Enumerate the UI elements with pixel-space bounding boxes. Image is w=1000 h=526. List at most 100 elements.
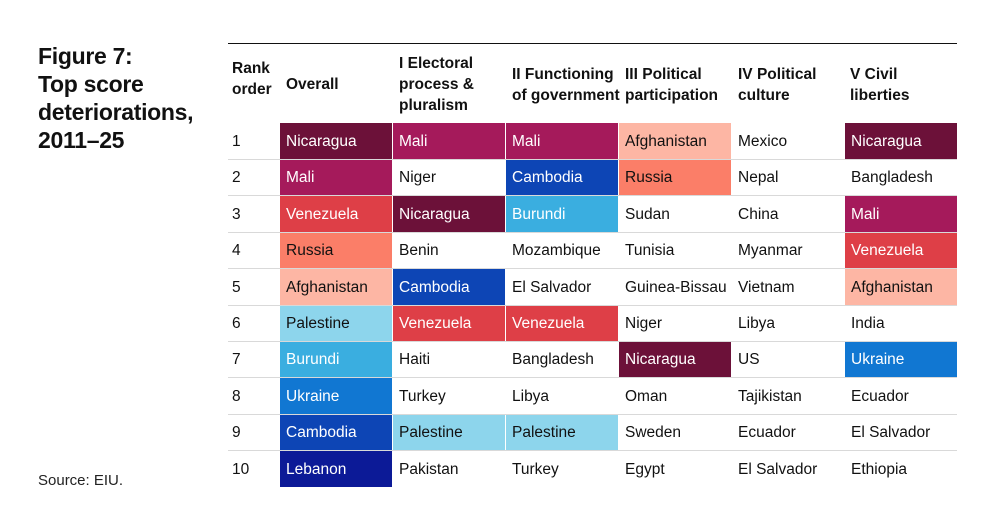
table-cell-liberties: Bangladesh <box>851 169 933 187</box>
row-divider <box>228 340 957 342</box>
table-cell-liberties: Ukraine <box>845 341 957 378</box>
row-divider <box>228 231 957 233</box>
table-cell-government: Cambodia <box>506 159 618 196</box>
table-cell-government: Mali <box>506 123 618 159</box>
table-cell-participation: Tunisia <box>625 242 675 260</box>
header-culture-line: IV Political <box>738 66 817 83</box>
table-cell-culture: Myanmar <box>738 242 803 260</box>
header-participation-line: participation <box>625 87 719 104</box>
table-cell-overall: Venezuela <box>280 195 392 232</box>
rank-cell: 7 <box>232 351 241 369</box>
figure-title-line-1: Top score <box>38 71 144 97</box>
table-cell-liberties: India <box>851 315 885 332</box>
table-cell-overall: Nicaragua <box>280 123 392 159</box>
table-cell-participation: Guinea-Bissau <box>625 278 727 296</box>
rank-cell: 4 <box>232 242 241 260</box>
table-cell-government: El Salvador <box>512 278 592 296</box>
header-government-line: II Functioning <box>512 66 614 83</box>
table-cell-culture: Nepal <box>738 169 779 187</box>
table-cell-government: Libya <box>512 387 550 405</box>
table-cell-electoral: Pakistan <box>399 460 459 478</box>
header-government-line: of government <box>512 87 620 104</box>
table-cell-government: Venezuela <box>506 305 618 341</box>
table-cell-overall: Palestine <box>280 305 392 341</box>
rank-cell: 8 <box>232 387 241 405</box>
row-divider <box>228 195 957 197</box>
header-government: II Functioning of government <box>512 64 620 106</box>
table-cell-liberties: Ecuador <box>851 387 909 405</box>
table-cell-government: Burundi <box>506 195 618 232</box>
table-cell-culture: Tajikistan <box>738 387 802 405</box>
table-cell-overall: Cambodia <box>280 414 392 451</box>
table-cell-electoral: Palestine <box>393 414 505 451</box>
table-cell-overall: Lebanon <box>280 450 392 487</box>
table-cell-overall: Ukraine <box>280 377 392 414</box>
table-cell-participation: Egypt <box>625 460 665 478</box>
header-rank: Rank order <box>232 58 272 100</box>
table-cell-culture: Ecuador <box>738 424 796 442</box>
rank-cell: 9 <box>232 424 241 442</box>
header-rank-line: Rank <box>232 60 270 77</box>
table-cell-electoral: Mali <box>393 123 505 159</box>
table-cell-overall: Russia <box>280 232 392 269</box>
table-cell-culture: Mexico <box>738 133 788 150</box>
header-culture-line: culture <box>738 87 790 104</box>
table-cell-overall: Afghanistan <box>280 268 392 305</box>
table-cell-overall: Mali <box>280 159 392 196</box>
header-participation: III Political participation <box>625 64 718 106</box>
table-cell-electoral: Niger <box>399 169 437 187</box>
row-divider <box>228 304 957 306</box>
table-cell-electoral: Nicaragua <box>393 195 505 232</box>
table-cell-liberties: El Salvador <box>851 424 931 442</box>
table-cell-liberties: Nicaragua <box>845 123 957 159</box>
row-divider <box>228 413 957 415</box>
header-participation-line: III Political <box>625 66 702 83</box>
table-cell-overall: Burundi <box>280 341 392 378</box>
table-cell-electoral: Benin <box>399 242 439 260</box>
table-cell-culture: El Salvador <box>738 460 818 478</box>
table-cell-liberties: Ethiopia <box>851 460 908 478</box>
header-rank-line: order <box>232 81 272 98</box>
table-cell-government: Mozambique <box>512 242 601 260</box>
header-overall: Overall <box>286 74 339 95</box>
table-cell-government: Turkey <box>512 460 559 478</box>
row-divider <box>228 377 957 379</box>
header-overall-line: Overall <box>286 76 339 93</box>
table-cell-liberties: Venezuela <box>845 232 957 269</box>
rank-cell: 10 <box>232 460 250 478</box>
table-cell-electoral: Cambodia <box>393 268 505 305</box>
row-divider <box>228 158 957 160</box>
table-cell-participation: Niger <box>625 315 663 332</box>
figure-title-line-2: deteriorations, <box>38 99 194 125</box>
header-culture: IV Political culture <box>738 64 816 106</box>
rank-cell: 6 <box>232 315 241 332</box>
row-divider <box>228 268 957 270</box>
table-top-rule <box>228 43 957 44</box>
table-cell-electoral: Haiti <box>399 351 431 369</box>
header-liberties-line: V Civil <box>850 66 898 83</box>
table-cell-participation: Sudan <box>625 205 670 223</box>
row-divider <box>228 450 957 452</box>
source-note: Source: EIU. <box>38 472 124 489</box>
figure-title: Figure 7: Top score deteriorations, 2011… <box>38 42 228 154</box>
figure-label: Figure 7: <box>38 43 133 69</box>
table-cell-participation: Russia <box>619 159 731 196</box>
table-cell-liberties: Mali <box>845 195 957 232</box>
table-cell-liberties: Afghanistan <box>845 268 957 305</box>
table-cell-participation: Afghanistan <box>619 123 731 159</box>
table-cell-culture: Libya <box>738 315 776 332</box>
table-cell-government: Palestine <box>506 414 618 451</box>
table-cell-participation: Nicaragua <box>619 341 731 378</box>
rank-cell: 5 <box>232 278 241 296</box>
header-electoral-line: pluralism <box>399 97 468 114</box>
rank-cell: 2 <box>232 169 241 187</box>
table-cell-participation: Sweden <box>625 424 682 442</box>
table-cell-culture: US <box>738 351 760 369</box>
header-electoral: I Electoral process & pluralism <box>399 53 474 116</box>
table-cell-government: Bangladesh <box>512 351 594 369</box>
header-liberties: V Civil liberties <box>850 64 909 106</box>
table-cell-electoral: Turkey <box>399 387 446 405</box>
table-cell-electoral: Venezuela <box>393 305 505 341</box>
rank-cell: 1 <box>232 133 241 150</box>
table-cell-culture: China <box>738 205 779 223</box>
